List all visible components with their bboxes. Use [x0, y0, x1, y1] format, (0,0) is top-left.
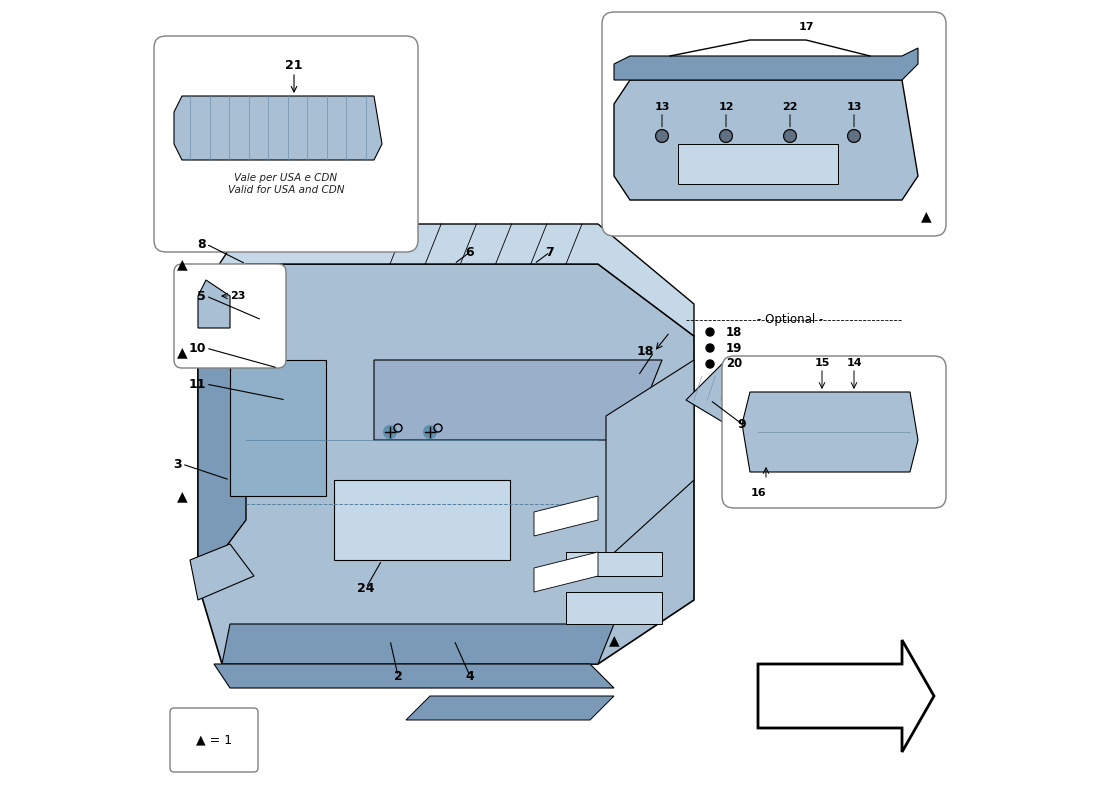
- Polygon shape: [678, 144, 838, 184]
- FancyBboxPatch shape: [170, 708, 258, 772]
- Text: 20: 20: [726, 358, 742, 370]
- Polygon shape: [614, 80, 918, 200]
- Text: 12: 12: [718, 102, 734, 112]
- Circle shape: [656, 130, 669, 142]
- Text: 9: 9: [738, 418, 746, 430]
- Polygon shape: [334, 480, 510, 560]
- Polygon shape: [198, 224, 694, 336]
- Text: 17: 17: [799, 22, 814, 32]
- Text: ▲: ▲: [177, 489, 187, 503]
- Polygon shape: [534, 496, 598, 536]
- Circle shape: [706, 360, 714, 368]
- Text: 8: 8: [197, 238, 206, 250]
- Text: a passion for parts since 1985: a passion for parts since 1985: [265, 548, 642, 572]
- Text: 3: 3: [174, 458, 182, 470]
- Text: 15: 15: [814, 358, 829, 368]
- Text: 10: 10: [188, 342, 206, 354]
- Polygon shape: [374, 360, 662, 440]
- Text: ▲: ▲: [608, 633, 619, 647]
- Polygon shape: [758, 640, 934, 752]
- Text: - Optional -: - Optional -: [757, 314, 823, 326]
- Text: ▲: ▲: [921, 209, 932, 223]
- Text: 6: 6: [465, 246, 474, 258]
- Polygon shape: [606, 360, 694, 560]
- Text: 7: 7: [546, 246, 554, 258]
- Text: 18: 18: [637, 346, 654, 358]
- Text: 24: 24: [358, 582, 375, 594]
- FancyBboxPatch shape: [722, 356, 946, 508]
- Polygon shape: [198, 264, 694, 664]
- Text: 13: 13: [654, 102, 670, 112]
- Text: ▲ = 1: ▲ = 1: [196, 734, 232, 746]
- FancyBboxPatch shape: [154, 36, 418, 252]
- Text: ▲: ▲: [177, 257, 187, 271]
- Polygon shape: [214, 664, 614, 688]
- Polygon shape: [406, 696, 614, 720]
- Polygon shape: [534, 552, 598, 592]
- Circle shape: [706, 328, 714, 336]
- Text: 4: 4: [465, 670, 474, 682]
- Polygon shape: [614, 48, 918, 80]
- Polygon shape: [222, 624, 614, 664]
- Polygon shape: [686, 360, 750, 424]
- Polygon shape: [566, 552, 662, 576]
- Circle shape: [848, 130, 860, 142]
- Text: ▲: ▲: [177, 345, 187, 359]
- Polygon shape: [230, 360, 326, 496]
- Text: 13: 13: [846, 102, 861, 112]
- Polygon shape: [566, 592, 662, 624]
- Circle shape: [783, 130, 796, 142]
- Text: 21: 21: [285, 59, 303, 72]
- Polygon shape: [190, 544, 254, 600]
- FancyBboxPatch shape: [174, 264, 286, 368]
- Text: Vale per USA e CDN
Valid for USA and CDN: Vale per USA e CDN Valid for USA and CDN: [228, 174, 344, 194]
- Circle shape: [706, 344, 714, 352]
- Text: 5: 5: [197, 290, 206, 302]
- Circle shape: [424, 426, 437, 438]
- Polygon shape: [198, 264, 246, 584]
- Text: 14: 14: [846, 358, 861, 368]
- Text: 22: 22: [782, 102, 797, 112]
- Text: 2: 2: [394, 670, 403, 682]
- Polygon shape: [174, 96, 382, 160]
- Circle shape: [384, 426, 396, 438]
- Text: 16: 16: [750, 488, 766, 498]
- Text: eurospares: eurospares: [226, 430, 682, 498]
- Polygon shape: [198, 280, 230, 328]
- Polygon shape: [742, 392, 918, 472]
- Text: 19: 19: [726, 342, 742, 354]
- FancyBboxPatch shape: [602, 12, 946, 236]
- Text: 18: 18: [726, 326, 742, 338]
- Text: 23: 23: [230, 291, 245, 301]
- Circle shape: [719, 130, 733, 142]
- Text: 11: 11: [188, 378, 206, 390]
